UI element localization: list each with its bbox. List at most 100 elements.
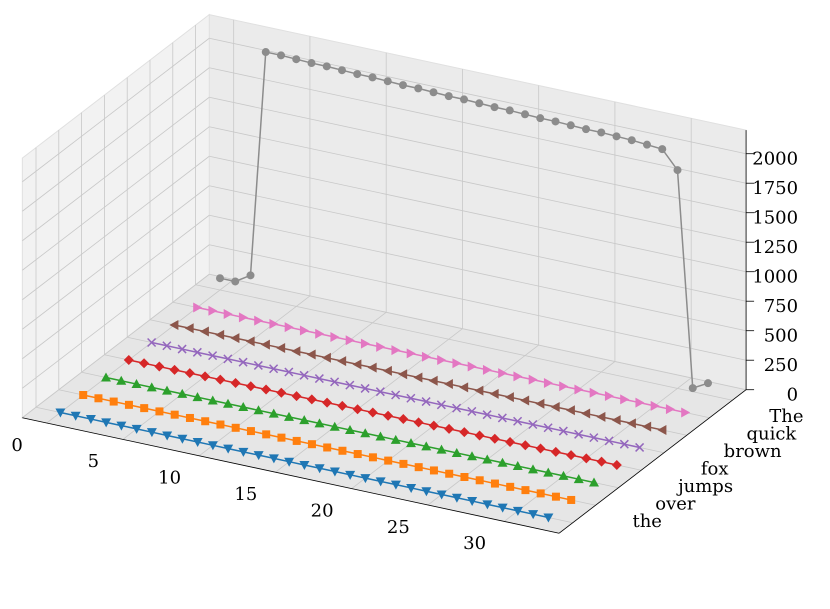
marker (384, 456, 393, 465)
grid-line (209, 126, 747, 243)
marker (528, 464, 538, 474)
marker (367, 362, 377, 373)
marker (261, 384, 272, 395)
marker (513, 416, 523, 426)
marker (681, 407, 691, 418)
marker (604, 436, 614, 446)
marker (490, 103, 499, 112)
marker (184, 368, 195, 379)
marker (154, 361, 165, 372)
marker (338, 446, 347, 455)
marker (207, 395, 218, 405)
marker (658, 145, 667, 154)
marker (284, 411, 294, 421)
marker (246, 271, 255, 280)
marker (208, 351, 218, 361)
marker (429, 88, 438, 97)
marker (376, 341, 386, 352)
marker (238, 447, 249, 457)
marker (611, 459, 622, 470)
marker (445, 469, 454, 478)
marker (306, 349, 316, 360)
marker (506, 482, 515, 491)
marker (246, 427, 255, 436)
marker (566, 450, 577, 461)
grid-line (22, 37, 210, 183)
marker (292, 55, 301, 64)
marker (550, 402, 560, 412)
marker (467, 451, 477, 461)
marker (642, 421, 652, 432)
marker (399, 459, 408, 468)
marker (109, 397, 118, 406)
marker (238, 402, 249, 412)
marker (451, 493, 462, 503)
marker (505, 106, 514, 115)
marker (436, 490, 447, 500)
x-tick-label: 30 (463, 533, 486, 554)
grid-line (427, 361, 616, 506)
marker (452, 403, 462, 413)
y-tick-label: The (769, 406, 803, 427)
marker (391, 345, 401, 356)
marker (223, 354, 233, 364)
marker (437, 354, 447, 365)
marker (482, 410, 492, 420)
marker (521, 486, 530, 495)
marker (193, 302, 203, 313)
marker (55, 408, 66, 418)
grid-line (22, 214, 210, 360)
y-tick-label: quick (746, 424, 797, 445)
marker (330, 377, 340, 387)
marker (567, 495, 576, 504)
marker (559, 381, 569, 392)
marker (550, 446, 561, 457)
marker (360, 383, 370, 393)
marker (574, 384, 584, 395)
z-tick-label: 250 (764, 355, 798, 376)
marker (558, 426, 568, 436)
marker (459, 382, 469, 393)
marker (467, 406, 477, 416)
marker (399, 81, 407, 90)
marker (398, 369, 408, 380)
marker (612, 132, 621, 141)
marker (162, 341, 172, 351)
marker (505, 437, 516, 447)
grid-line (351, 344, 539, 489)
marker (192, 438, 203, 448)
marker (460, 473, 469, 481)
marker (390, 434, 401, 444)
marker (512, 461, 523, 471)
marker (421, 397, 431, 407)
marker (611, 415, 621, 426)
marker (451, 447, 462, 457)
marker (94, 394, 103, 403)
marker (360, 474, 371, 484)
marker (406, 483, 417, 493)
marker (657, 424, 667, 435)
marker (581, 453, 592, 464)
marker (688, 384, 697, 393)
marker (489, 388, 499, 399)
marker (230, 333, 240, 344)
marker (436, 444, 447, 454)
marker (383, 77, 392, 86)
marker (497, 457, 508, 467)
marker (330, 332, 340, 343)
marker (375, 387, 385, 397)
marker (604, 391, 614, 402)
marker (116, 421, 127, 431)
z-tick-label: 1750 (752, 178, 798, 199)
marker (345, 335, 355, 346)
marker (245, 381, 256, 392)
marker (276, 387, 287, 398)
marker (101, 372, 111, 382)
grid-line (209, 155, 747, 273)
marker (101, 418, 112, 428)
marker (497, 413, 507, 423)
marker (353, 450, 362, 459)
marker (307, 440, 316, 449)
marker (337, 400, 348, 411)
grid-line (209, 273, 747, 391)
